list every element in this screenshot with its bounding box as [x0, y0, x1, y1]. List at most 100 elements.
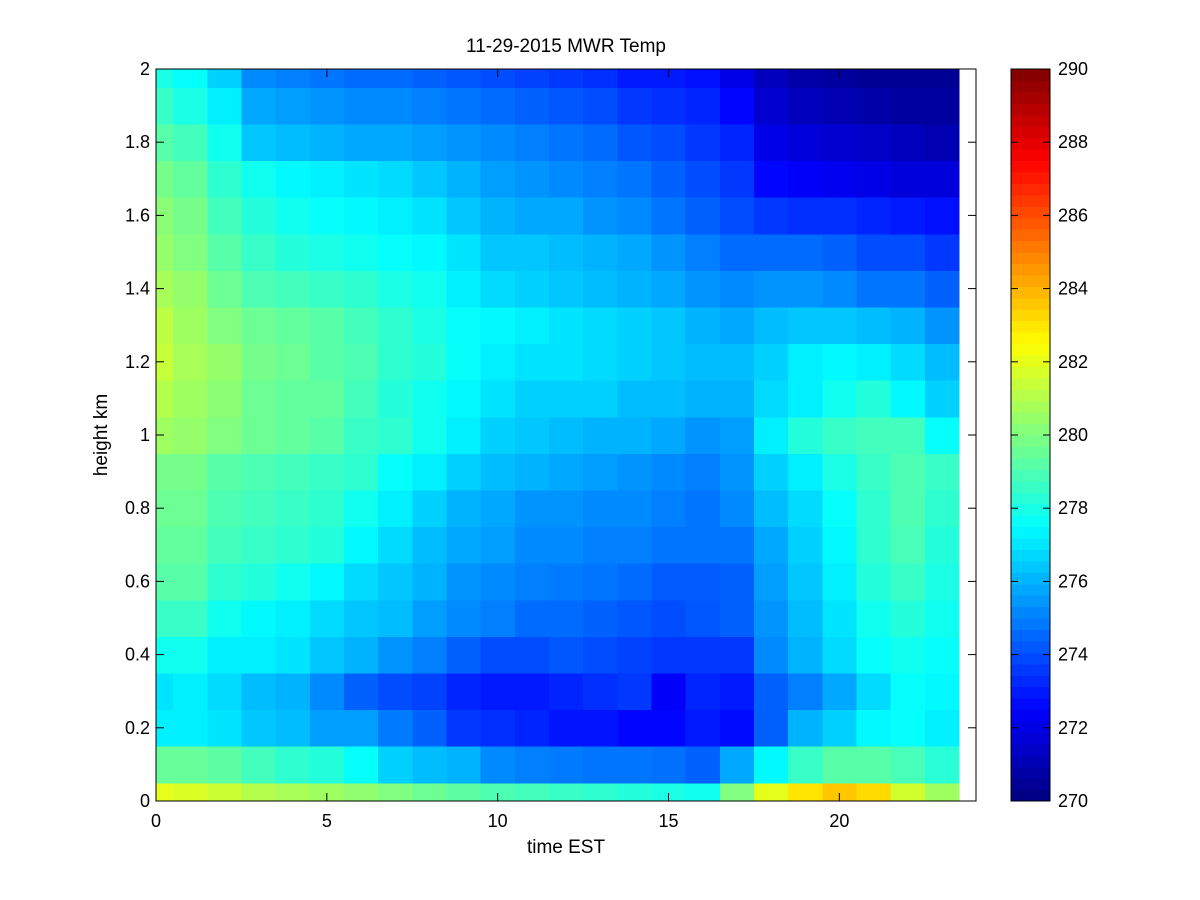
heatmap-cell — [924, 563, 960, 601]
heatmap-cell — [924, 416, 960, 454]
heatmap-cell — [788, 160, 823, 198]
heatmap-cell — [822, 270, 858, 308]
heatmap-cell — [275, 380, 311, 418]
heatmap-cell — [275, 636, 311, 674]
heatmap-cell — [583, 782, 618, 802]
heatmap-cell — [651, 306, 687, 345]
heatmap-cell — [890, 526, 926, 564]
heatmap-cell — [173, 489, 208, 528]
heatmap-cell — [617, 123, 653, 162]
heatmap-cell — [924, 270, 960, 308]
colorbar-swatch — [1011, 709, 1050, 722]
heatmap-cell — [924, 69, 960, 88]
heatmap-cell — [480, 563, 516, 601]
heatmap-cell — [651, 782, 687, 802]
heatmap-cell — [343, 526, 379, 564]
heatmap-cell — [753, 672, 789, 711]
heatmap-cell — [241, 489, 277, 528]
colorbar-swatch — [1011, 194, 1050, 207]
heatmap-cell — [890, 69, 926, 88]
heatmap-cell — [343, 453, 379, 491]
heatmap-cell — [685, 160, 721, 198]
heatmap-cell — [583, 233, 618, 271]
heatmap-cell — [378, 123, 413, 162]
heatmap-cell — [822, 636, 858, 674]
heatmap-cell — [275, 87, 311, 125]
heatmap-cell — [890, 380, 926, 418]
heatmap-cell — [173, 746, 208, 784]
heatmap-cell — [480, 709, 516, 747]
heatmap-cell — [548, 526, 584, 564]
heatmap-cell — [412, 233, 448, 271]
heatmap-cell — [788, 453, 823, 491]
heatmap-cell — [617, 782, 653, 802]
heatmap-cell — [753, 233, 789, 271]
heatmap-cell — [514, 380, 550, 418]
heatmap-cell — [343, 87, 379, 125]
heatmap-cell — [309, 380, 345, 418]
heatmap-cell — [241, 672, 277, 711]
heatmap-cell — [480, 489, 516, 528]
heatmap-cell — [822, 123, 858, 162]
heatmap-cell — [241, 782, 277, 802]
heatmap-cell — [651, 672, 687, 711]
heatmap-cell — [343, 672, 379, 711]
heatmap-cell — [651, 233, 687, 271]
heatmap-cell — [719, 489, 755, 528]
heatmap-cell — [548, 782, 584, 802]
heatmap-cell — [753, 709, 789, 747]
heatmap-cell — [583, 160, 618, 198]
heatmap-cell — [856, 526, 892, 564]
x-tick-label: 5 — [322, 811, 332, 831]
heatmap-cell — [685, 270, 721, 308]
heatmap-cell — [309, 306, 345, 345]
heatmap-cell — [548, 87, 584, 125]
y-tick-label: 1 — [140, 425, 150, 445]
colorbar-swatch — [1011, 309, 1050, 322]
y-tick-label: 1.6 — [125, 205, 150, 225]
heatmap-cell — [156, 343, 174, 381]
heatmap-cell — [583, 453, 618, 491]
heatmap-cell — [685, 233, 721, 271]
heatmap-cell — [719, 672, 755, 711]
heatmap-cell — [685, 453, 721, 491]
heatmap-cell — [856, 782, 892, 802]
heatmap-cell — [856, 563, 892, 601]
heatmap-cell — [378, 746, 413, 784]
heatmap-cell — [309, 453, 345, 491]
heatmap-cell — [651, 87, 687, 125]
heatmap-cell — [480, 306, 516, 345]
heatmap-cell — [378, 380, 413, 418]
heatmap-cell — [890, 233, 926, 271]
colorbar-swatch — [1011, 572, 1050, 585]
heatmap-cell — [241, 563, 277, 601]
heatmap-cell — [207, 380, 243, 418]
heatmap-cell — [173, 270, 208, 308]
heatmap-cell — [241, 87, 277, 125]
heatmap-cell — [309, 160, 345, 198]
heatmap-cell — [412, 599, 448, 637]
heatmap-cell — [548, 270, 584, 308]
heatmap-cell — [275, 599, 311, 637]
heatmap-cell — [412, 343, 448, 381]
heatmap-cell — [412, 746, 448, 784]
heatmap-cell — [788, 489, 823, 528]
heatmap-cell — [651, 709, 687, 747]
heatmap-cell — [924, 672, 960, 711]
heatmap-cell — [207, 123, 243, 162]
heatmap-cell — [343, 233, 379, 271]
heatmap-cell — [343, 416, 379, 454]
heatmap-cell — [173, 563, 208, 601]
heatmap-cell — [719, 123, 755, 162]
heatmap-cell — [753, 69, 789, 88]
heatmap-cell — [309, 416, 345, 454]
heatmap-cell — [446, 563, 482, 601]
heatmap-cell — [890, 306, 926, 345]
heatmap-cell — [719, 636, 755, 674]
heatmap-cell — [617, 160, 653, 198]
heatmap-cell — [822, 782, 858, 802]
heatmap-cell — [924, 233, 960, 271]
heatmap-cell — [788, 270, 823, 308]
heatmap-cell — [548, 380, 584, 418]
heatmap-cell — [548, 672, 584, 711]
